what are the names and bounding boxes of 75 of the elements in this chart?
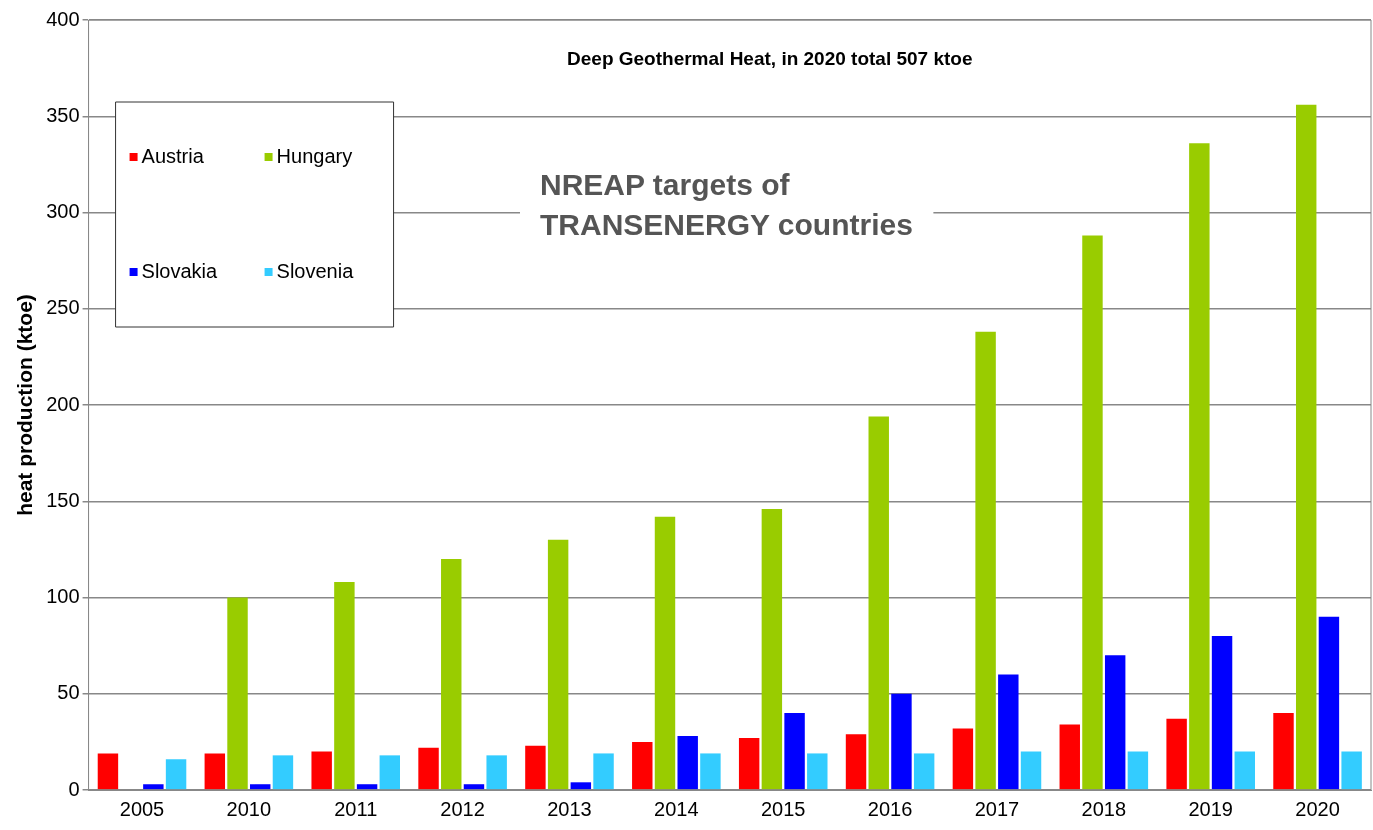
bar <box>807 753 828 790</box>
legend-label: Slovenia <box>276 259 355 282</box>
y-tick-label: 150 <box>46 488 80 511</box>
bar <box>525 745 546 790</box>
x-tick-label: 2020 <box>1295 797 1340 820</box>
bar <box>441 559 462 790</box>
y-tick-label: 300 <box>46 200 80 223</box>
bar <box>570 782 592 790</box>
annotation: NREAP targets of TRANSENERGY countries <box>540 168 913 241</box>
bar <box>1189 143 1210 790</box>
bar <box>1318 616 1340 790</box>
bar <box>250 784 271 790</box>
bar <box>418 747 439 790</box>
bar <box>593 753 614 790</box>
bar <box>1341 751 1362 790</box>
bar <box>998 674 1019 790</box>
x-tick-label: 2016 <box>867 797 913 820</box>
bar <box>761 508 783 790</box>
bar <box>356 784 378 790</box>
bar <box>1166 718 1187 790</box>
bar <box>654 516 676 790</box>
x-tick-label: 2017 <box>974 797 1020 820</box>
bar <box>547 539 569 790</box>
legend-label: Slovakia <box>141 259 219 282</box>
y-tick-label: 100 <box>46 585 80 608</box>
bar <box>463 784 485 790</box>
y-tick-label: 0 <box>68 777 80 800</box>
bar <box>311 751 332 790</box>
legend-label: Hungary <box>276 144 353 167</box>
bar <box>632 741 653 790</box>
x-tick-label: 2012 <box>440 797 485 820</box>
bar <box>379 755 401 790</box>
y-tick-label: 250 <box>46 296 80 319</box>
bar <box>868 416 889 790</box>
y-tick-label: 400 <box>46 7 80 30</box>
bar <box>1104 655 1126 790</box>
x-tick-label: 2015 <box>760 797 806 820</box>
bar <box>1127 751 1149 790</box>
bar <box>913 753 935 790</box>
bar <box>165 759 187 790</box>
bar <box>97 753 119 790</box>
legend-label: Austria <box>141 144 205 167</box>
bar <box>1082 235 1103 790</box>
x-tick-label: 2014 <box>654 797 699 820</box>
x-tick-label: 2018 <box>1081 797 1127 820</box>
bar <box>1211 636 1233 790</box>
bar <box>272 755 294 790</box>
x-tick-label: 2005 <box>119 797 165 820</box>
bar <box>143 784 164 790</box>
bar <box>1234 751 1255 790</box>
bar <box>1020 751 1042 790</box>
x-tick-label: 2019 <box>1188 797 1233 820</box>
bar <box>784 713 805 790</box>
bar <box>700 753 721 790</box>
bar <box>975 331 996 790</box>
bar <box>845 734 867 790</box>
bar <box>334 582 355 790</box>
bar <box>1295 104 1317 790</box>
y-axis-title: heat production (ktoe) <box>13 294 37 516</box>
bar <box>952 728 974 790</box>
bar <box>486 755 507 790</box>
bar <box>227 597 248 790</box>
x-tick-label: 2013 <box>547 797 592 820</box>
y-tick-label: 350 <box>46 103 80 126</box>
y-tick-label: 200 <box>46 392 80 415</box>
text: Deep Geothermal Heat, in 2020 total 507 ktoe <box>567 48 973 70</box>
bar <box>204 753 226 790</box>
bar <box>891 693 912 790</box>
bar <box>1273 713 1294 790</box>
bar <box>1059 724 1080 790</box>
bar <box>677 736 698 790</box>
x-tick-label: 2011 <box>334 797 378 820</box>
x-tick-label: 2010 <box>226 797 272 820</box>
y-tick-label: 50 <box>57 681 80 704</box>
bar <box>738 738 760 790</box>
